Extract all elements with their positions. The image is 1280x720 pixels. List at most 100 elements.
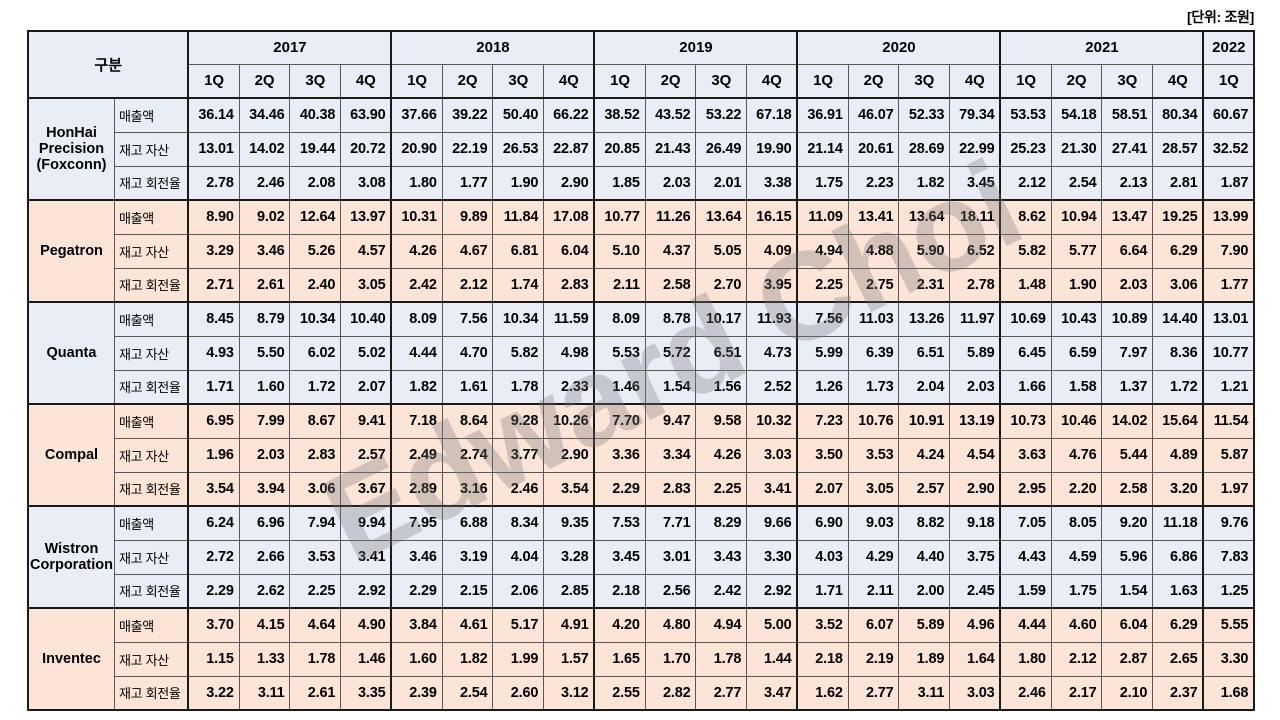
value-cell: 1.82 (441, 641, 494, 677)
value-cell: 27.41 (1101, 131, 1154, 167)
value-cell: 1.99 (492, 641, 545, 677)
value-cell: 13.97 (340, 199, 392, 235)
value-cell: 4.29 (847, 539, 900, 575)
value-cell: 2.49 (390, 437, 443, 473)
value-cell: 4.37 (644, 233, 697, 269)
value-cell: 10.26 (543, 403, 595, 439)
value-cell: 1.26 (796, 369, 849, 405)
value-cell: 20.61 (847, 131, 900, 167)
value-cell: 2.31 (898, 267, 951, 303)
company-name-cell: HonHai Precision (Foxconn) (27, 97, 115, 201)
value-cell: 5.05 (695, 233, 748, 269)
value-cell: 4.76 (1050, 437, 1103, 473)
value-cell: 36.91 (796, 97, 849, 133)
value-cell: 3.19 (441, 539, 494, 575)
value-cell: 67.18 (746, 97, 798, 133)
value-cell: 3.05 (847, 471, 900, 507)
value-cell: 6.86 (1152, 539, 1204, 575)
value-cell: 2.25 (289, 573, 342, 609)
value-cell: 1.70 (644, 641, 697, 677)
value-cell: 12.64 (289, 199, 342, 235)
value-cell: 13.01 (1202, 301, 1255, 337)
value-cell: 8.64 (441, 403, 494, 439)
value-cell: 21.14 (796, 131, 849, 167)
year-header-cell: 2017 (187, 30, 392, 65)
value-cell: 2.82 (644, 675, 697, 711)
table-body: HonHai Precision (Foxconn) 매출액 36.14 34.46 4… (27, 97, 1255, 711)
quarter-header-cell: 4Q (1152, 63, 1204, 99)
value-cell: 4.94 (695, 607, 748, 643)
value-cell: 7.99 (238, 403, 291, 439)
value-cell: 8.09 (593, 301, 646, 337)
value-cell: 1.80 (390, 165, 443, 201)
value-cell: 9.58 (695, 403, 748, 439)
value-cell: 1.21 (1202, 369, 1255, 405)
value-cell: 34.46 (238, 97, 291, 133)
value-cell: 1.54 (644, 369, 697, 405)
value-cell: 20.85 (593, 131, 646, 167)
value-cell: 1.73 (847, 369, 900, 405)
value-cell: 2.12 (1050, 641, 1103, 677)
value-cell: 2.03 (1101, 267, 1154, 303)
value-cell: 3.45 (949, 165, 1001, 201)
value-cell: 13.47 (1101, 199, 1154, 235)
value-cell: 10.46 (1050, 403, 1103, 439)
value-cell: 2.33 (543, 369, 595, 405)
value-cell: 9.20 (1101, 505, 1154, 541)
value-cell: 4.15 (238, 607, 291, 643)
value-cell: 5.89 (949, 335, 1001, 371)
value-cell: 1.77 (441, 165, 494, 201)
quarter-header-cell: 2Q (644, 63, 697, 99)
value-cell: 10.40 (340, 301, 392, 337)
value-cell: 1.80 (999, 641, 1052, 677)
table-header: 구분 2017 2018 2019 2020 2021 2022 1Q 2Q 3Q 4Q 1Q 2Q 3Q… (27, 30, 1255, 99)
value-cell: 1.71 (796, 573, 849, 609)
quarter-header-cell: 2Q (1050, 63, 1103, 99)
value-cell: 10.17 (695, 301, 748, 337)
value-cell: 7.71 (644, 505, 697, 541)
company-name-cell: Quanta (27, 301, 115, 405)
value-cell: 3.50 (796, 437, 849, 473)
value-cell: 10.89 (1101, 301, 1154, 337)
value-cell: 3.67 (340, 471, 392, 507)
metric-label-cell: 매출액 (113, 97, 189, 133)
value-cell: 10.77 (593, 199, 646, 235)
value-cell: 6.39 (847, 335, 900, 371)
quarter-header-cell: 4Q (949, 63, 1001, 99)
value-cell: 6.24 (187, 505, 240, 541)
value-cell: 1.15 (187, 641, 240, 677)
value-cell: 3.35 (340, 675, 392, 711)
value-cell: 3.05 (340, 267, 392, 303)
value-cell: 5.10 (593, 233, 646, 269)
value-cell: 1.44 (746, 641, 798, 677)
value-cell: 4.94 (796, 233, 849, 269)
value-cell: 3.20 (1152, 471, 1204, 507)
value-cell: 2.37 (1152, 675, 1204, 711)
value-cell: 2.25 (796, 267, 849, 303)
value-cell: 66.22 (543, 97, 595, 133)
quarter-header-cell: 1Q (187, 63, 240, 99)
value-cell: 10.32 (746, 403, 798, 439)
value-cell: 11.84 (492, 199, 545, 235)
quarter-header-cell: 4Q (543, 63, 595, 99)
quarter-header-cell: 1Q (390, 63, 443, 99)
value-cell: 2.03 (644, 165, 697, 201)
value-cell: 2.58 (1101, 471, 1154, 507)
value-cell: 60.67 (1202, 97, 1255, 133)
value-cell: 1.25 (1202, 573, 1255, 609)
value-cell: 5.50 (238, 335, 291, 371)
value-cell: 5.89 (898, 607, 951, 643)
value-cell: 6.96 (238, 505, 291, 541)
value-cell: 17.08 (543, 199, 595, 235)
company-name-cell: Pegatron (27, 199, 115, 303)
value-cell: 4.60 (1050, 607, 1103, 643)
value-cell: 7.94 (289, 505, 342, 541)
quarter-header-cell: 3Q (898, 63, 951, 99)
value-cell: 13.64 (695, 199, 748, 235)
value-cell: 3.47 (746, 675, 798, 711)
value-cell: 2.58 (644, 267, 697, 303)
value-cell: 1.54 (1101, 573, 1154, 609)
value-cell: 11.93 (746, 301, 798, 337)
value-cell: 1.74 (492, 267, 545, 303)
quarter-header-cell: 2Q (847, 63, 900, 99)
